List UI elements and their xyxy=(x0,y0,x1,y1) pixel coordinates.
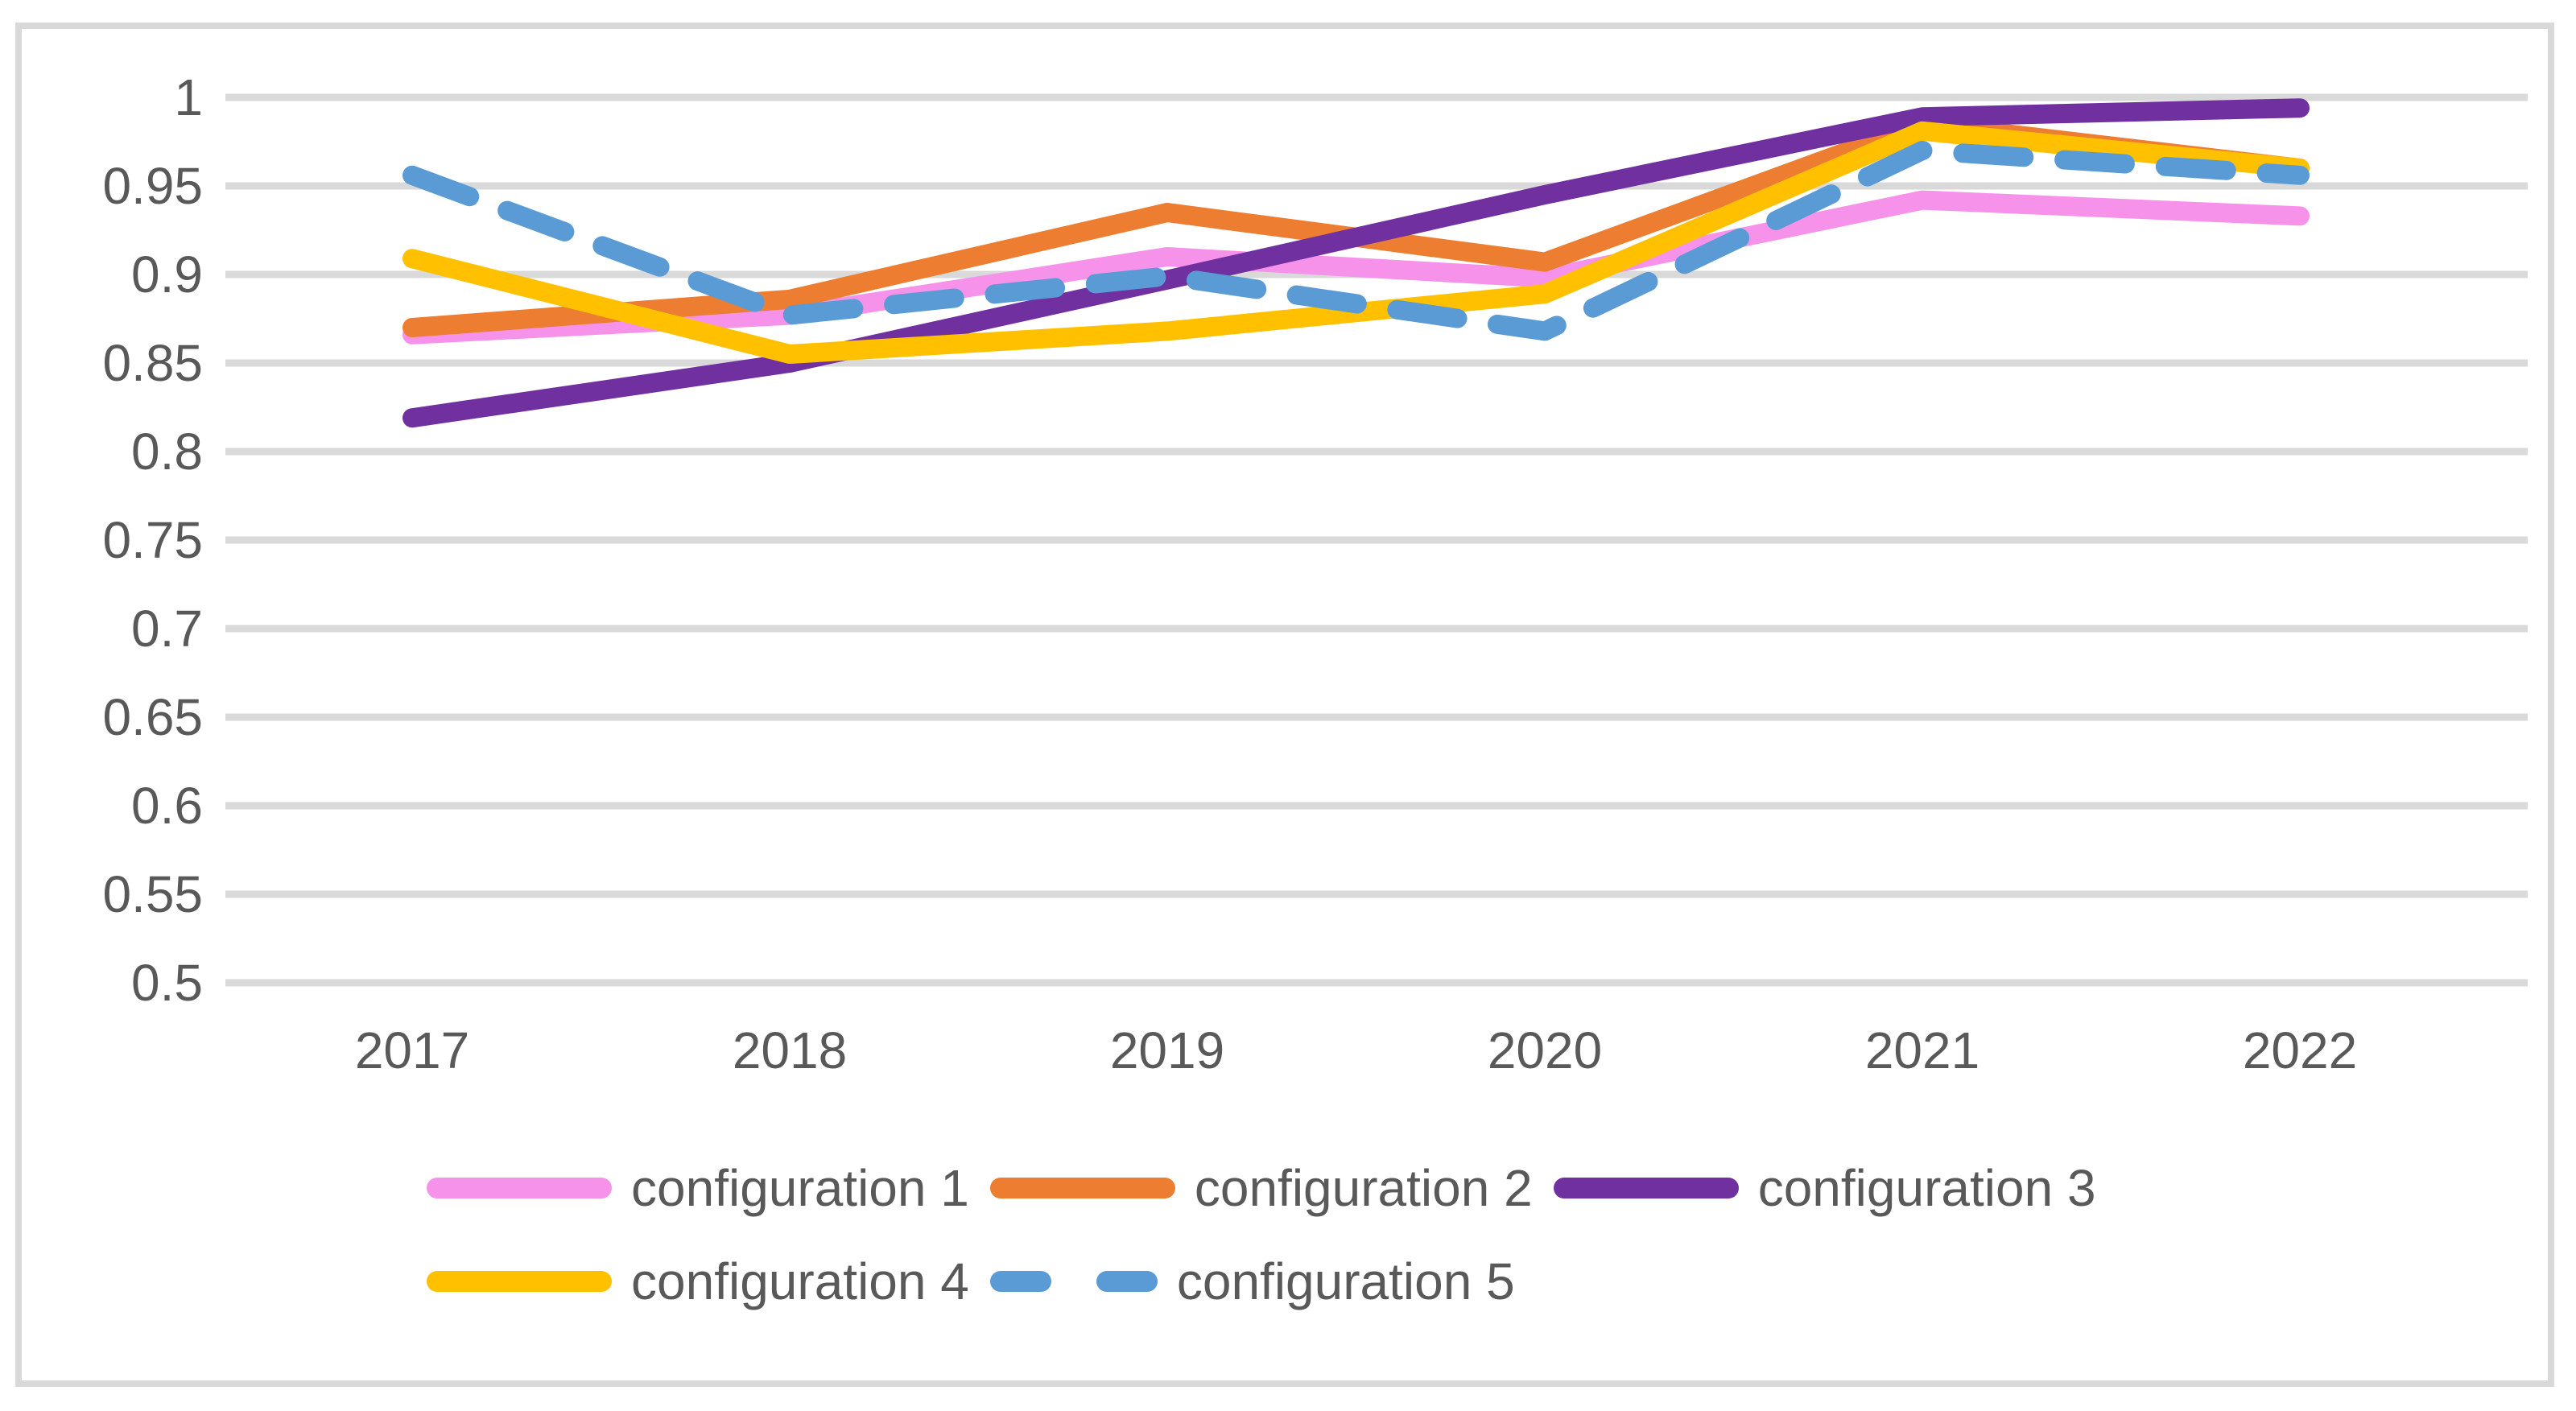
legend-swatch-dash-2-configuration-5 xyxy=(1096,1271,1158,1292)
y-axis-tick-label: 0.7 xyxy=(131,600,203,658)
x-axis-tick-label: 2021 xyxy=(1865,1021,1979,1079)
y-axis-tick-label: 0.95 xyxy=(102,157,203,215)
legend-item-configuration-5: configuration 5 xyxy=(989,1252,1515,1310)
x-axis-tick-label: 2017 xyxy=(355,1021,469,1079)
legend-label-configuration-1: configuration 1 xyxy=(631,1159,969,1217)
y-axis-tick-label: 1 xyxy=(174,68,203,126)
y-axis-tick-label: 0.6 xyxy=(131,777,203,835)
legend-item-configuration-4: configuration 4 xyxy=(427,1256,969,1307)
legend-label-configuration-5: configuration 5 xyxy=(1176,1252,1515,1310)
legend-swatch-dash-1-configuration-5 xyxy=(989,1271,1051,1292)
legend-label-configuration-2: configuration 2 xyxy=(1194,1159,1533,1217)
y-axis-tick-label: 0.75 xyxy=(102,511,203,569)
legend-item-configuration-3: configuration 3 xyxy=(1553,1159,2096,1217)
legend-swatch-configuration-2 xyxy=(989,1178,1175,1199)
legend-item-configuration-1: configuration 1 xyxy=(427,1162,969,1214)
legend-swatch-configuration-1 xyxy=(427,1178,612,1199)
y-axis-tick-label: 0.85 xyxy=(102,334,203,392)
legend-label-configuration-3: configuration 3 xyxy=(1757,1159,2096,1217)
chart-legend: configuration 1 configuration 2 configur… xyxy=(427,1162,2520,1307)
legend-item-configuration-2: configuration 2 xyxy=(989,1159,1533,1217)
x-axis-tick-label: 2018 xyxy=(733,1021,847,1079)
series-line-configuration-1 xyxy=(402,190,2310,344)
x-axis-tick-label: 2019 xyxy=(1110,1021,1224,1079)
y-axis-tick-label: 0.8 xyxy=(131,423,203,481)
y-axis-tick-label: 0.55 xyxy=(102,865,203,923)
y-axis-tick-label: 0.9 xyxy=(131,245,203,303)
y-axis-tick-label: 0.65 xyxy=(102,688,203,746)
x-axis-tick-label: 2020 xyxy=(1488,1021,1602,1079)
legend-swatch-configuration-3 xyxy=(1553,1178,1739,1199)
legend-swatch-dash-gap xyxy=(1051,1271,1096,1292)
legend-row-2: configuration 4 configuration 5 xyxy=(427,1256,2520,1307)
legend-row-1: configuration 1 configuration 2 configur… xyxy=(427,1162,2520,1214)
series-line-configuration-5 xyxy=(402,141,2310,341)
y-axis-tick-label: 0.5 xyxy=(131,954,203,1012)
legend-label-configuration-4: configuration 4 xyxy=(631,1252,969,1310)
series-line-configuration-3 xyxy=(402,98,2310,428)
x-axis-tick-label: 2022 xyxy=(2243,1021,2357,1079)
legend-swatch-configuration-4 xyxy=(427,1271,612,1292)
